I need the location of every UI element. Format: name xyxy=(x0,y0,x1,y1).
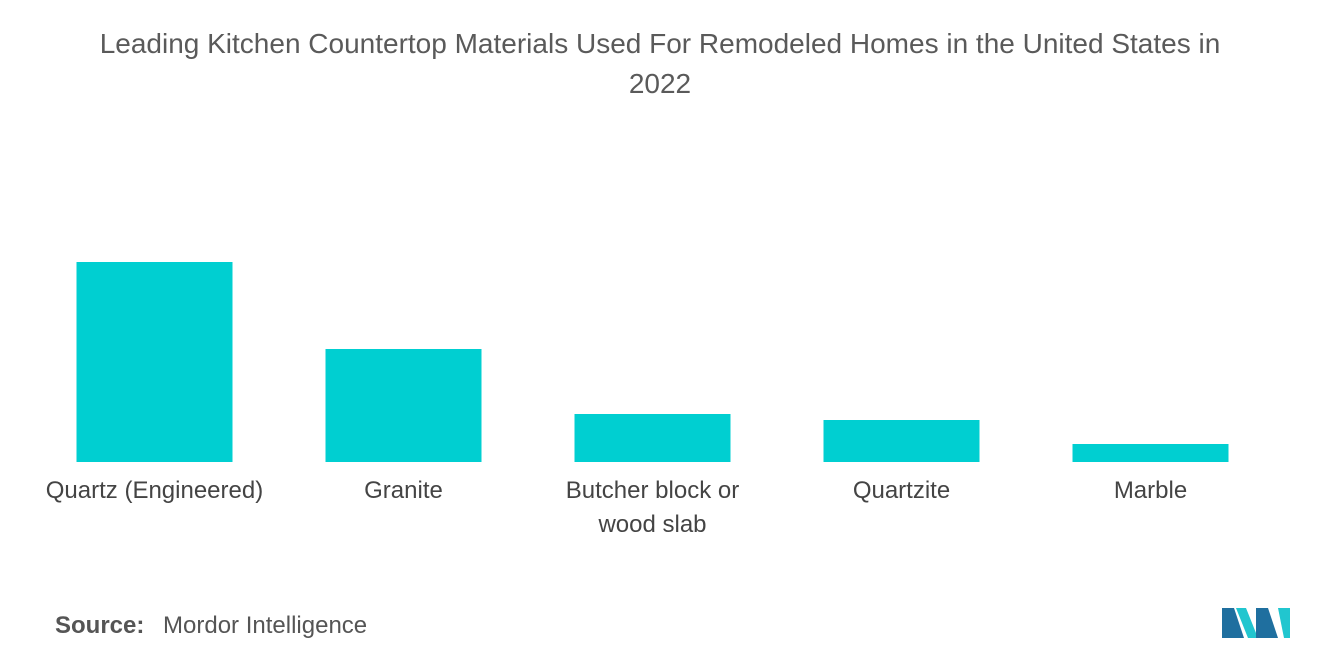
bars-group xyxy=(76,262,1229,462)
category-labels-group: Quartz (Engineered) Granite Butcher block … xyxy=(46,477,1187,538)
source-value: Mordor Intelligence xyxy=(163,612,368,639)
source-note: Source: Mordor Intelligence xyxy=(55,612,367,640)
category-label-line: Granite xyxy=(364,477,443,504)
source-label: Source: xyxy=(55,612,145,639)
logo-shape-right xyxy=(1278,608,1290,638)
category-label-line: Marble xyxy=(1114,477,1187,504)
chart-title-line-1: Leading Kitchen Countertop Materials Use… xyxy=(99,28,1221,59)
logo-shape-mid-right xyxy=(1256,608,1278,638)
category-label-line: Quartz (Engineered) xyxy=(46,477,263,504)
bar-2 xyxy=(574,414,731,462)
bar-chart: Quartz (Engineered) Granite Butcher block … xyxy=(46,262,1229,538)
logo-shape-mid-left xyxy=(1236,608,1258,638)
logo-shape-left xyxy=(1222,608,1244,638)
bar-3 xyxy=(823,420,980,462)
category-label-line: Quartzite xyxy=(853,477,950,504)
chart-title: Leading Kitchen Countertop Materials Use… xyxy=(0,24,1320,104)
category-label-0: Quartz (Engineered) xyxy=(46,477,263,504)
category-label-3: Quartzite xyxy=(853,477,950,504)
bar-0 xyxy=(76,262,233,462)
category-label-2: Butcher block or wood slab xyxy=(566,477,739,538)
chart-title-line-2: 2022 xyxy=(628,68,692,99)
category-label-line: wood slab xyxy=(597,511,706,538)
category-label-line: Butcher block or xyxy=(566,477,739,504)
bar-1 xyxy=(325,349,482,462)
bar-4 xyxy=(1072,444,1229,462)
mordor-intelligence-logo-icon xyxy=(1222,608,1290,638)
category-label-4: Marble xyxy=(1114,477,1187,504)
category-label-1: Granite xyxy=(364,477,443,504)
